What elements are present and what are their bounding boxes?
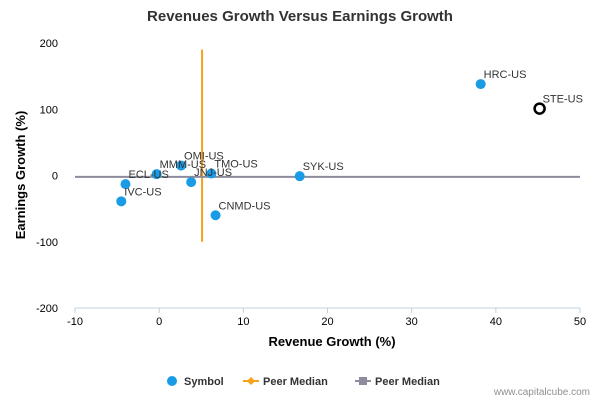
- x-tick-label: 10: [237, 316, 249, 328]
- y-tick-labels: -200 -100 0 100 200: [36, 38, 58, 315]
- point-label-omi-us: OMI-US: [184, 151, 224, 163]
- y-axis-label: Earnings Growth (%): [13, 111, 28, 240]
- legend-label: Symbol: [184, 376, 224, 388]
- legend-diamond-icon: [247, 377, 255, 385]
- y-tick-label: 100: [40, 104, 58, 116]
- point-label-syk-us: SYK-US: [303, 161, 344, 173]
- credit-text: www.capitalcube.com: [493, 387, 590, 398]
- point-ecl-us[interactable]: [120, 179, 131, 190]
- legend-square-icon: [359, 377, 367, 385]
- y-tick-label: -100: [36, 237, 58, 249]
- x-tick-label: 40: [490, 316, 502, 328]
- legend-label: Peer Median: [263, 376, 328, 388]
- point-jnj-us[interactable]: [186, 177, 197, 188]
- point-label-ivc-us: IVC-US: [124, 186, 161, 198]
- y-tick-label: 0: [52, 171, 58, 183]
- data-points: [116, 79, 546, 221]
- point-label-mmm-us: MMM-US: [160, 159, 206, 171]
- legend-item[interactable]: Symbol: [167, 376, 224, 388]
- x-tick-label: 20: [321, 316, 333, 328]
- x-tick-label: 50: [574, 316, 586, 328]
- point-label-jnj-us: JNJ-US: [194, 167, 232, 179]
- legend: Symbol Peer Median Peer Median: [167, 376, 440, 388]
- x-tick-labels: -10 0 10 20 30 40 50: [67, 316, 586, 328]
- point-cnmd-us[interactable]: [210, 210, 221, 221]
- legend-item[interactable]: Peer Median: [355, 376, 440, 388]
- x-tick-label: 30: [406, 316, 418, 328]
- point-hrc-us[interactable]: [475, 79, 486, 90]
- chart-title: Revenues Growth Versus Earnings Growth: [147, 8, 453, 25]
- y-tick-label: 200: [40, 38, 58, 50]
- legend-label: Peer Median: [375, 376, 440, 388]
- x-axis-label: Revenue Growth (%): [268, 334, 395, 349]
- legend-circle-icon: [167, 376, 177, 386]
- point-label-cnmd-us: CNMD-US: [219, 200, 271, 212]
- y-tick-label: -200: [36, 303, 58, 315]
- x-tick-marks: [74, 308, 581, 313]
- point-label-ecl-us: ECL-US: [129, 169, 169, 181]
- x-tick-label: -10: [67, 316, 83, 328]
- point-ste-us[interactable]: [533, 102, 546, 115]
- point-label-hrc-us: HRC-US: [484, 69, 527, 81]
- x-tick-label: 0: [156, 316, 162, 328]
- point-ivc-us[interactable]: [116, 196, 127, 207]
- point-tmo-us[interactable]: [206, 168, 217, 179]
- point-omi-us[interactable]: [176, 160, 187, 171]
- point-label-tmo-us: TMO-US: [214, 159, 257, 171]
- point-mmm-us[interactable]: [151, 169, 162, 180]
- legend-item[interactable]: Peer Median: [243, 376, 328, 388]
- point-syk-us[interactable]: [294, 171, 305, 182]
- point-label-ste-us: STE-US: [543, 94, 583, 106]
